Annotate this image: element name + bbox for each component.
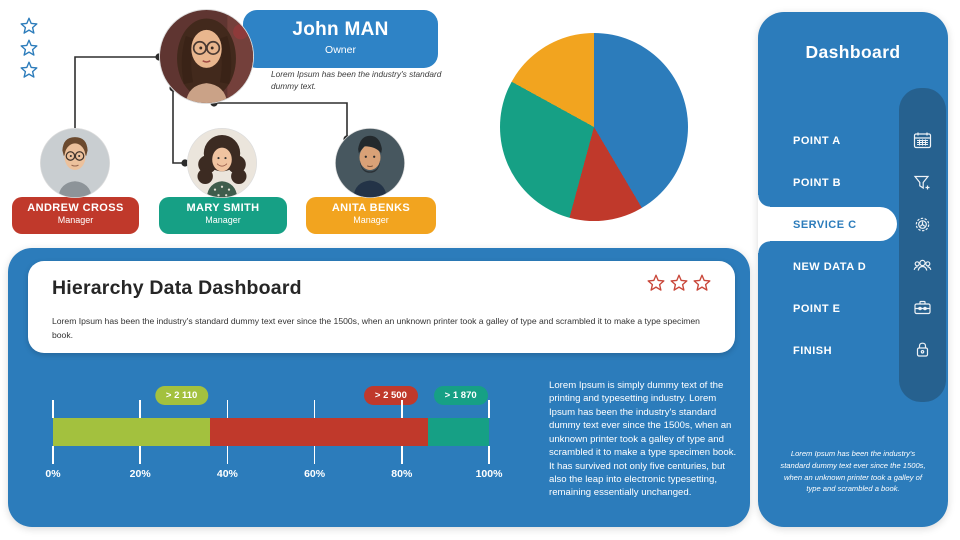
manager-name: MARY SMITH: [186, 202, 260, 214]
sidebar-item-label: POINT A: [793, 135, 841, 147]
manager-card-andrew: ANDREW CROSS Manager: [12, 197, 139, 234]
x-tick-label: 60%: [304, 468, 326, 480]
bar-label-pill-red: > 2 500: [363, 386, 418, 405]
owner-role: Owner: [325, 44, 356, 56]
briefcase-icon[interactable]: [912, 297, 933, 318]
avatar-owner: [159, 9, 254, 104]
manager-role: Manager: [353, 215, 389, 225]
sidebar-icon-strip: [899, 88, 946, 402]
sidebar-item-point-e[interactable]: POINT E: [758, 291, 897, 325]
pie-chart: [500, 33, 688, 221]
star-icon: [647, 274, 665, 291]
sidebar-item-point-a[interactable]: POINT A: [758, 123, 897, 157]
sidebar-footer-note: Lorem Ipsum has been the industry's stan…: [780, 449, 926, 494]
sidebar-item-new-data-d[interactable]: NEW DATA D: [758, 249, 897, 283]
calendar-icon[interactable]: [912, 130, 933, 151]
star-icon: [20, 39, 38, 56]
bar-segment-teal: [427, 418, 489, 446]
bar-label-pill-teal: > 1 870: [433, 386, 488, 405]
rating-stars: [647, 274, 711, 292]
bar-segment-red: [209, 418, 428, 446]
x-tick-label: 100%: [475, 468, 503, 480]
sidebar-item-service-c[interactable]: SERVICE C: [758, 195, 897, 253]
x-tick-label: 40%: [216, 468, 238, 480]
bar-label-pill-green: > 2 110: [154, 386, 209, 405]
filter-plus-icon[interactable]: [912, 172, 933, 193]
card-title: Hierarchy Data Dashboard: [52, 277, 302, 299]
sidebar-item-label: SERVICE C: [793, 219, 857, 231]
avatar-mary: [187, 128, 257, 198]
x-tick-label: 80%: [391, 468, 413, 480]
owner-name: John MAN: [292, 19, 389, 40]
x-tick-label: 20%: [129, 468, 151, 480]
manager-card-anita: ANITA BENKS Manager: [306, 197, 436, 234]
axis-ticks-bottom: [52, 446, 490, 464]
star-icon: [20, 17, 38, 34]
sidebar-panel: Dashboard: [758, 12, 948, 527]
manager-card-mary: MARY SMITH Manager: [159, 197, 287, 234]
avatar-anita: [335, 128, 405, 198]
stacked-bar: [53, 418, 489, 446]
x-tick-label: 0%: [45, 468, 61, 480]
manager-role: Manager: [57, 215, 94, 225]
avatar-andrew: [40, 128, 110, 198]
card-description: Lorem Ipsum has been the industry's stan…: [52, 316, 700, 340]
star-icon: [20, 61, 38, 78]
hierarchy-data-card: Hierarchy Data Dashboard Lorem Ipsum has…: [8, 248, 750, 527]
owner-caption: Lorem Ipsum has been the industry's stan…: [271, 69, 442, 92]
manager-role: Manager: [205, 215, 241, 225]
card-side-text: Lorem Ipsum is simply dummy text of the …: [549, 380, 737, 499]
card-header-panel: Hierarchy Data Dashboard Lorem Ipsum has…: [28, 261, 735, 353]
star-icon: [670, 274, 688, 291]
manager-name: ANDREW CROSS: [27, 202, 124, 214]
sidebar-title: Dashboard: [805, 42, 901, 62]
sidebar-item-label: POINT B: [793, 177, 842, 189]
owner-name-card: John MAN Owner: [243, 10, 438, 68]
sidebar-item-label: POINT E: [793, 303, 841, 315]
decorative-star-column: [20, 17, 38, 79]
sidebar-item-label: FINISH: [793, 345, 833, 357]
gear-icon[interactable]: [912, 214, 933, 235]
star-icon: [693, 274, 711, 291]
users-icon[interactable]: [912, 255, 933, 276]
sidebar-item-finish[interactable]: FINISH: [758, 333, 897, 367]
manager-name: ANITA BENKS: [331, 202, 411, 214]
sidebar-item-point-b[interactable]: POINT B: [758, 165, 897, 199]
lock-icon[interactable]: [912, 339, 933, 360]
stacked-bar-chart: > 2 110 > 2 500 > 1 870 0% 20% 40% 60%: [45, 386, 502, 486]
axis-ticks-top: [52, 400, 490, 418]
sidebar-item-label: NEW DATA D: [793, 261, 867, 273]
owner-photo: [159, 9, 254, 104]
bar-segment-green: [53, 418, 210, 446]
